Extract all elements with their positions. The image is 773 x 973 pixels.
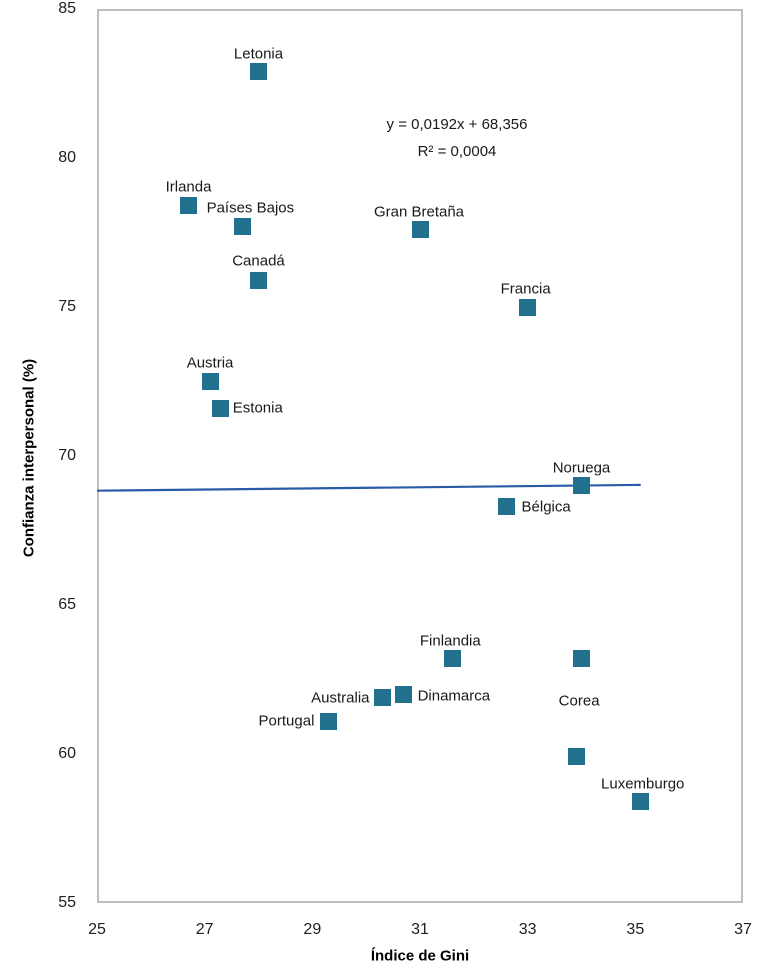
data-point-irlanda (180, 197, 198, 215)
y-tick-label-60: 60 (58, 745, 76, 762)
x-tick-label-37: 37 (734, 921, 752, 938)
data-point-austria (201, 373, 219, 390)
x-tick-label-29: 29 (303, 921, 322, 938)
point-label-gran-bretana: Gran Bretaña (373, 203, 465, 221)
data-point-corea (567, 748, 585, 766)
x-tick-label-31: 31 (411, 921, 429, 938)
y-tick-label-65: 65 (58, 596, 76, 613)
y-tick-label-85: 85 (58, 0, 76, 17)
point-label-finlandia: Finlandia (419, 632, 481, 650)
data-point-letonia (250, 63, 267, 81)
y-tick-label-70: 70 (58, 447, 76, 464)
equation-text: y = 0,0192x + 68,356 (386, 116, 528, 133)
point-label-irlanda: Irlanda (165, 178, 212, 196)
point-label-portugal: Portugal (258, 712, 315, 730)
data-point-luxemburgo (632, 793, 650, 811)
r-squared-text: R² = 0,0004 (417, 143, 497, 160)
y-tick-label-55: 55 (58, 894, 76, 911)
x-tick-label-27: 27 (195, 921, 214, 938)
trendline-equation: y = 0,0192x + 68,356 R² = 0,0004 (387, 111, 528, 165)
point-label-estonia: Estonia (232, 399, 283, 417)
point-label-luxemburgo: Luxemburgo (601, 775, 685, 793)
point-label-letonia: Letonia (233, 45, 284, 63)
y-tick-label-80: 80 (58, 149, 76, 166)
data-point-gran-bretana (411, 221, 429, 239)
data-point-portugal (319, 712, 337, 730)
data-point-canada (250, 271, 267, 289)
x-tick-label-35: 35 (626, 921, 645, 938)
data-point-noruega (573, 477, 590, 495)
data-point-francia (519, 298, 537, 316)
data-point-unlabeled-11 (573, 650, 590, 668)
point-label-corea: Corea (558, 692, 600, 710)
y-tick-label-75: 75 (58, 298, 76, 315)
data-point-finlandia (443, 650, 461, 668)
x-axis-title: Índice de Gini (370, 947, 470, 965)
point-label-canada: Canadá (232, 252, 285, 270)
y-axis-title: Confianza interpersonal (%) (20, 358, 38, 558)
x-tick-label-33: 33 (518, 921, 537, 938)
data-point-dinamarca (395, 685, 413, 703)
point-label-dinamarca: Dinamarca (417, 687, 491, 705)
data-point-paises-bajos (233, 218, 251, 236)
data-point-belgica (497, 498, 515, 516)
point-label-belgica: Bélgica (521, 498, 571, 516)
data-point-estonia (212, 399, 230, 417)
x-tick-label-25: 25 (88, 921, 106, 938)
point-label-australia: Australia (311, 689, 370, 707)
data-point-australia (373, 688, 391, 706)
point-label-noruega: Noruega (552, 459, 611, 477)
point-label-francia: Francia (500, 280, 551, 298)
point-label-paises-bajos: Países Bajos (206, 199, 295, 217)
plot-area (97, 9, 743, 903)
point-label-austria: Austria (186, 354, 234, 371)
